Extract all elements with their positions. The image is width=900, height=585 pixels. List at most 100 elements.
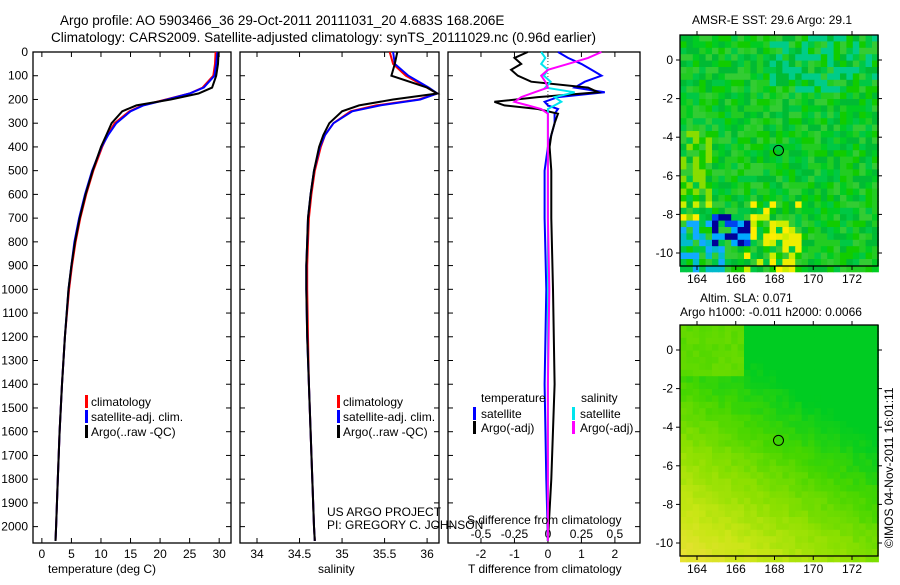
map-cell bbox=[776, 472, 783, 480]
map-cell bbox=[731, 67, 739, 74]
map-cell bbox=[840, 549, 847, 556]
map-cell bbox=[852, 529, 860, 537]
map-cell bbox=[756, 143, 764, 151]
map-cell bbox=[788, 239, 796, 247]
map-cell bbox=[686, 331, 694, 339]
map-cell bbox=[846, 175, 854, 183]
map-cell bbox=[750, 485, 758, 492]
map-cell bbox=[718, 472, 726, 480]
map-cell bbox=[699, 549, 707, 556]
map-cell bbox=[808, 201, 815, 209]
map-cell bbox=[788, 86, 796, 94]
map-cell bbox=[750, 124, 758, 132]
map-cell bbox=[744, 169, 751, 177]
map-cell bbox=[846, 459, 854, 467]
map-cell bbox=[808, 131, 815, 138]
map-cell bbox=[731, 529, 739, 537]
map-cell bbox=[827, 389, 835, 396]
map-cell bbox=[692, 259, 700, 266]
map-cell bbox=[808, 105, 815, 113]
map-cell bbox=[865, 47, 873, 55]
map-cell bbox=[763, 523, 771, 531]
map-cell bbox=[692, 41, 700, 49]
map-cell bbox=[776, 382, 783, 390]
map-cell bbox=[705, 453, 713, 460]
map-cell bbox=[776, 523, 783, 531]
map-cell bbox=[699, 86, 707, 94]
map-cell bbox=[788, 156, 796, 164]
map-cell bbox=[680, 169, 687, 177]
map-cell bbox=[846, 465, 854, 473]
panel-frame bbox=[447, 51, 641, 544]
map-cell bbox=[763, 99, 771, 106]
map-cell bbox=[756, 214, 764, 222]
map-cell bbox=[718, 485, 726, 492]
map-cell bbox=[692, 382, 700, 390]
map-cell bbox=[705, 542, 713, 550]
map-cell bbox=[788, 105, 796, 113]
map-cell bbox=[820, 131, 828, 138]
map-cell bbox=[827, 529, 835, 537]
map-cell bbox=[846, 220, 854, 228]
map-cell bbox=[712, 408, 719, 416]
map-cell bbox=[744, 497, 751, 505]
map-cell bbox=[782, 118, 790, 126]
map-cell bbox=[852, 214, 860, 222]
map-cell bbox=[776, 357, 783, 364]
map-cell bbox=[833, 246, 841, 254]
map-cell bbox=[744, 137, 751, 145]
map-cell bbox=[680, 472, 687, 480]
map-cell bbox=[833, 408, 841, 416]
map-cell bbox=[827, 156, 835, 164]
map-cell bbox=[686, 124, 694, 132]
map-cell bbox=[750, 376, 758, 384]
map-cell bbox=[865, 169, 873, 177]
map-cell bbox=[820, 337, 828, 345]
map-cell bbox=[782, 35, 790, 42]
map-cell bbox=[872, 41, 879, 49]
map-cell bbox=[763, 201, 771, 209]
map-cell bbox=[692, 124, 700, 132]
map-cell bbox=[865, 542, 873, 550]
map-cell bbox=[712, 376, 719, 384]
map-cell bbox=[680, 265, 687, 273]
map-cell bbox=[699, 195, 707, 202]
map-cell bbox=[820, 408, 828, 416]
map-cell bbox=[808, 220, 815, 228]
map-cell bbox=[827, 401, 835, 409]
map-cell bbox=[827, 252, 835, 260]
map-cell bbox=[859, 472, 867, 480]
map-cell bbox=[801, 491, 809, 499]
map-cell bbox=[795, 427, 803, 435]
map-cell bbox=[712, 118, 719, 126]
map-cell bbox=[859, 99, 867, 106]
map-cell bbox=[712, 182, 719, 190]
map-cell bbox=[731, 497, 739, 505]
map-cell bbox=[827, 369, 835, 377]
map-cell bbox=[788, 67, 796, 74]
map-cell bbox=[731, 421, 739, 428]
map-cell bbox=[852, 510, 860, 518]
map-cell bbox=[801, 485, 809, 492]
map-cell bbox=[763, 195, 771, 202]
map-cell bbox=[699, 169, 707, 177]
map-cell bbox=[808, 99, 815, 106]
map-cell bbox=[692, 118, 700, 126]
map-cell bbox=[776, 111, 783, 119]
map-cell bbox=[776, 504, 783, 512]
map-cell bbox=[782, 201, 790, 209]
map-cell bbox=[776, 465, 783, 473]
map-cell bbox=[788, 459, 796, 467]
map-cell bbox=[718, 510, 726, 518]
map-cell bbox=[788, 73, 796, 81]
map-cell bbox=[769, 350, 777, 358]
map-cell bbox=[724, 252, 732, 260]
map-cell bbox=[782, 536, 790, 544]
map-cell bbox=[744, 86, 751, 94]
map-cell bbox=[737, 169, 745, 177]
map-cell bbox=[833, 510, 841, 518]
map-cell bbox=[795, 485, 803, 492]
map-cell bbox=[814, 67, 822, 74]
map-cell bbox=[750, 111, 758, 119]
map-cell bbox=[827, 47, 835, 55]
